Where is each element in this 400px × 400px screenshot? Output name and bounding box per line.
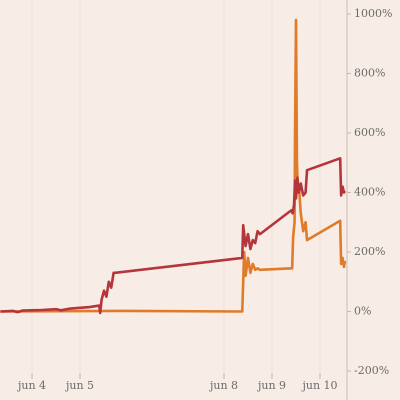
y-tick-label: 600%	[354, 126, 385, 139]
x-tick-label: jun 5	[64, 379, 94, 392]
y-tick-label: 400%	[354, 186, 385, 199]
y-tick-label: 0%	[354, 305, 371, 318]
y-tick-label: 1000%	[354, 7, 392, 20]
series-line	[0, 18, 347, 313]
x-tick-label: jun 8	[208, 379, 238, 392]
series-line	[0, 156, 347, 315]
y-tick-label: 800%	[354, 67, 385, 80]
x-tick-label: jun 4	[16, 379, 46, 392]
y-tick-label: -200%	[354, 364, 389, 377]
y-tick-label: 200%	[354, 245, 385, 258]
x-tick-label: jun 9	[256, 379, 286, 392]
x-tick-label: jun 10	[300, 379, 337, 392]
